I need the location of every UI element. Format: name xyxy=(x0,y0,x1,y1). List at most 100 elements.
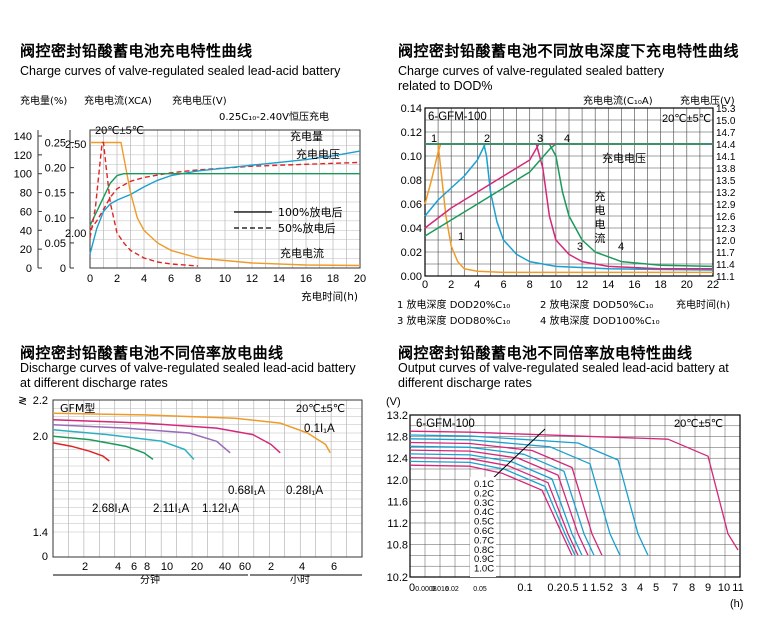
x-tick-label: 5 xyxy=(653,582,659,594)
x-tick-label: 2 xyxy=(82,561,88,573)
series-label: 0.1I₁A xyxy=(304,423,335,435)
x-tick-label: 6 xyxy=(131,561,137,573)
legend-dashed-label: 50%放电后 xyxy=(278,221,335,235)
rate-label: 0.3C xyxy=(474,498,494,509)
current-tick-label: 0.20 xyxy=(45,163,66,175)
x-tick-label: 8 xyxy=(689,582,695,594)
x-tick-label: 4 xyxy=(637,582,643,594)
y-tick-label: 11.6 xyxy=(387,496,408,508)
current-tick-label: 0.15 xyxy=(45,188,66,200)
model-label: GFM型 xyxy=(60,401,95,415)
x-tick-label: 4 xyxy=(141,273,147,285)
x-tick-label: 20 xyxy=(354,273,366,285)
x-tick-label: 60 xyxy=(239,561,251,573)
rate-label: 0.7C xyxy=(474,535,494,546)
x-tick-label: 10 xyxy=(718,582,730,594)
discharge-line-0.68I₁A xyxy=(52,424,231,454)
discharge-line-2.68I₁A xyxy=(52,442,110,462)
right-tick-label: 13.8 xyxy=(716,164,736,175)
left-tick-label: 0.14 xyxy=(401,103,422,115)
x-tick-label: 1 xyxy=(582,582,588,594)
rate-label: 0.8C xyxy=(474,545,494,556)
voltage-line-4 xyxy=(424,143,713,237)
chart2-subtitle: Charge curves of valve-regulated sealed … xyxy=(398,64,665,93)
voltage-label: 充电电压 xyxy=(296,147,340,161)
right-tick-label: 15.0 xyxy=(716,116,736,127)
current-tick-label: 0.25 xyxy=(45,138,66,150)
chart4-svg: (V)13.212.812.412.011.611.210.810.20 0.00… xyxy=(386,396,744,610)
capacity-label: 充电量 xyxy=(290,129,323,143)
series-line-充电量50%起始 xyxy=(89,142,103,239)
y-tick-label: 1.4 xyxy=(33,527,48,539)
chart4-title: 阀控密封铅酸蓄电池不同倍率放电特性曲线 xyxy=(398,344,693,362)
current-line-2 xyxy=(425,143,714,271)
y-unit-label: (V) xyxy=(386,396,401,408)
capacity-tick-label: 0 xyxy=(26,263,32,275)
left-tick-label: 0.12 xyxy=(401,127,422,139)
series-label: 2.68I₁A xyxy=(92,503,129,515)
chart2-legend-3: 3 放电深度 DOD80%C₁₀ xyxy=(397,316,511,327)
discharge-line-1.12I₁A xyxy=(52,428,195,460)
series-label: 0.68I₁A xyxy=(228,485,265,497)
x-tick-label: 18 xyxy=(327,273,339,285)
x-tick-label: 0.02 xyxy=(445,586,459,593)
minutes-label: 分钟 xyxy=(140,573,160,586)
series-line-充电电流50% xyxy=(102,141,199,267)
current-label-char: 电 xyxy=(595,204,606,217)
x-tick-label: 20 xyxy=(191,561,203,573)
discharge-line-0.1I₁A xyxy=(52,412,331,454)
current-label: 充电电流 xyxy=(280,246,324,260)
x-tick-label: 40 xyxy=(219,561,231,573)
x-tick-label: 0.016 xyxy=(431,586,449,593)
chart2-header-voltage: 充电电压(V) xyxy=(680,96,735,107)
x-tick-label: 16 xyxy=(300,273,312,285)
right-tick-label: 13.5 xyxy=(716,176,736,187)
y-tick-label: 13.2 xyxy=(387,410,408,422)
x-tick-label: 2 xyxy=(114,273,120,285)
curve-number: 4 xyxy=(618,241,624,253)
capacity-tick-label: 20 xyxy=(20,244,32,256)
x-tick-label: 4 xyxy=(299,561,305,573)
capacity-tick-label: 120 xyxy=(14,150,32,162)
rate-label: 0.1C xyxy=(474,479,494,490)
condition-label: 20℃±5℃ xyxy=(662,113,711,125)
x-tick-label: 0 xyxy=(409,582,415,594)
plot-frame xyxy=(409,414,741,578)
current-label-char: 充 xyxy=(595,189,606,203)
capacity-tick-label: 140 xyxy=(14,131,32,143)
chart3-title: 阀控密封铅酸蓄电池不同倍率放电曲线 xyxy=(20,344,284,362)
curve-number: 1 xyxy=(458,231,464,243)
current-line-4 xyxy=(425,143,714,268)
rate-curve xyxy=(409,464,573,556)
plot-frame xyxy=(424,107,714,277)
y-tick-label: 10.8 xyxy=(387,540,408,552)
x-tick-label: 1.5 xyxy=(590,582,605,594)
rate-curve xyxy=(409,434,649,556)
y-tick-label: 2.2 xyxy=(33,395,48,407)
chart2-svg: 0.00 0.02 0.04 0.06 0.08 0.10 0.12 0.14 11.111.4… xyxy=(401,103,736,291)
x-tick-label: 0.5 xyxy=(563,582,578,594)
curve-number: 2 xyxy=(484,133,490,145)
chart2-legend-2: 2 放电深度 DOD50%C₁₀ xyxy=(540,300,654,311)
rate-label-box xyxy=(470,477,496,577)
x-tick-label: 6 xyxy=(168,273,174,285)
chart2-legend-4: 4 放电深度 DOD100%C₁₀ xyxy=(540,316,660,327)
x-tick-label: 8 xyxy=(144,561,150,573)
discharge-line-2.11I₁A xyxy=(52,435,154,461)
current-label-char: 流 xyxy=(595,231,606,245)
x-unit-label: (h) xyxy=(730,598,743,610)
current-line-3 xyxy=(425,143,713,270)
chart1-header-current: 充电电流(XCA) xyxy=(84,96,152,107)
capacity-tick-label: 80 xyxy=(20,188,32,200)
model-label: 6-GFM-100 xyxy=(416,418,475,430)
chart2-header-current: 充电电流(C₁₀A) xyxy=(583,96,653,107)
rate-label: 0.5C xyxy=(474,517,494,528)
y-tick-label: 11.2 xyxy=(387,518,408,530)
curve-number: 3 xyxy=(537,133,543,145)
discharge-line-0.28I₁A xyxy=(52,419,281,454)
y-tick-label: 0 xyxy=(42,551,48,563)
current-tick-label: 0.10 xyxy=(45,213,66,225)
x-tick-label: 8 xyxy=(527,279,533,291)
x-tick-label: 20 xyxy=(681,279,693,291)
